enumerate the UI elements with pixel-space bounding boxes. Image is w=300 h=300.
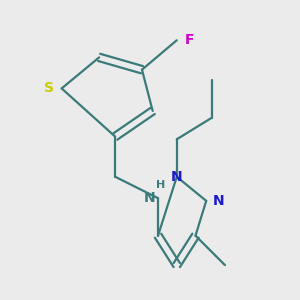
Text: N: N	[213, 194, 224, 208]
Text: N: N	[171, 170, 183, 184]
Text: F: F	[185, 33, 194, 47]
Text: N: N	[144, 191, 155, 205]
Text: H: H	[156, 180, 165, 190]
Text: S: S	[44, 81, 54, 95]
